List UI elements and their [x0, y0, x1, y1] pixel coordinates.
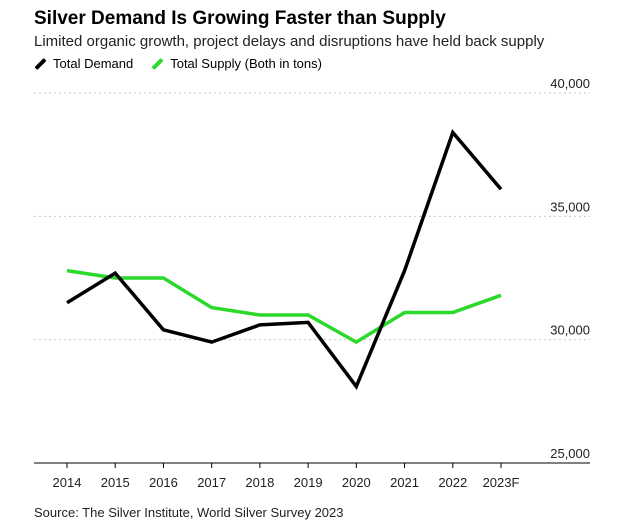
y-tick-label-35000: 35,000: [550, 199, 590, 214]
legend-item-total-demand: Total Demand: [34, 56, 133, 71]
y-tick-label-25000: 25,000: [550, 446, 590, 461]
line-chart: 25,000 30,000 35,000 40,000 2014 2015 2016 2017…: [34, 76, 590, 490]
legend-label-supply: Total Supply (Both in tons): [170, 56, 322, 71]
x-tick-label-2020: 2020: [342, 475, 371, 490]
x-tick-label-2015: 2015: [101, 475, 130, 490]
x-tick-label-2021: 2021: [390, 475, 419, 490]
series-line-total-supply: [66, 268, 502, 345]
y-tick-label-30000: 30,000: [550, 323, 590, 338]
x-tick-label-2023F: 2023F: [483, 475, 520, 490]
chart-title: Silver Demand Is Growing Faster than Sup…: [34, 8, 446, 29]
x-tick-label-2014: 2014: [53, 475, 82, 490]
legend-label-demand: Total Demand: [53, 56, 134, 71]
x-tick-label-2022: 2022: [438, 475, 467, 490]
x-tick-label-2016: 2016: [149, 475, 178, 490]
chart-subtitle: Limited organic growth, project delays a…: [34, 33, 545, 50]
series-line-total-demand: [66, 129, 503, 390]
chart-source: Source: The Silver Institute, World Silv…: [34, 505, 344, 520]
x-tick-label-2018: 2018: [245, 475, 274, 490]
y-tick-label-40000: 40,000: [550, 76, 590, 91]
x-tick-label-2017: 2017: [197, 475, 226, 490]
x-tick-label-2019: 2019: [294, 475, 323, 490]
chart-legend: Total Demand Total Supply (Both in tons): [34, 56, 340, 71]
legend-item-total-supply: Total Supply (Both in tons): [151, 56, 322, 71]
